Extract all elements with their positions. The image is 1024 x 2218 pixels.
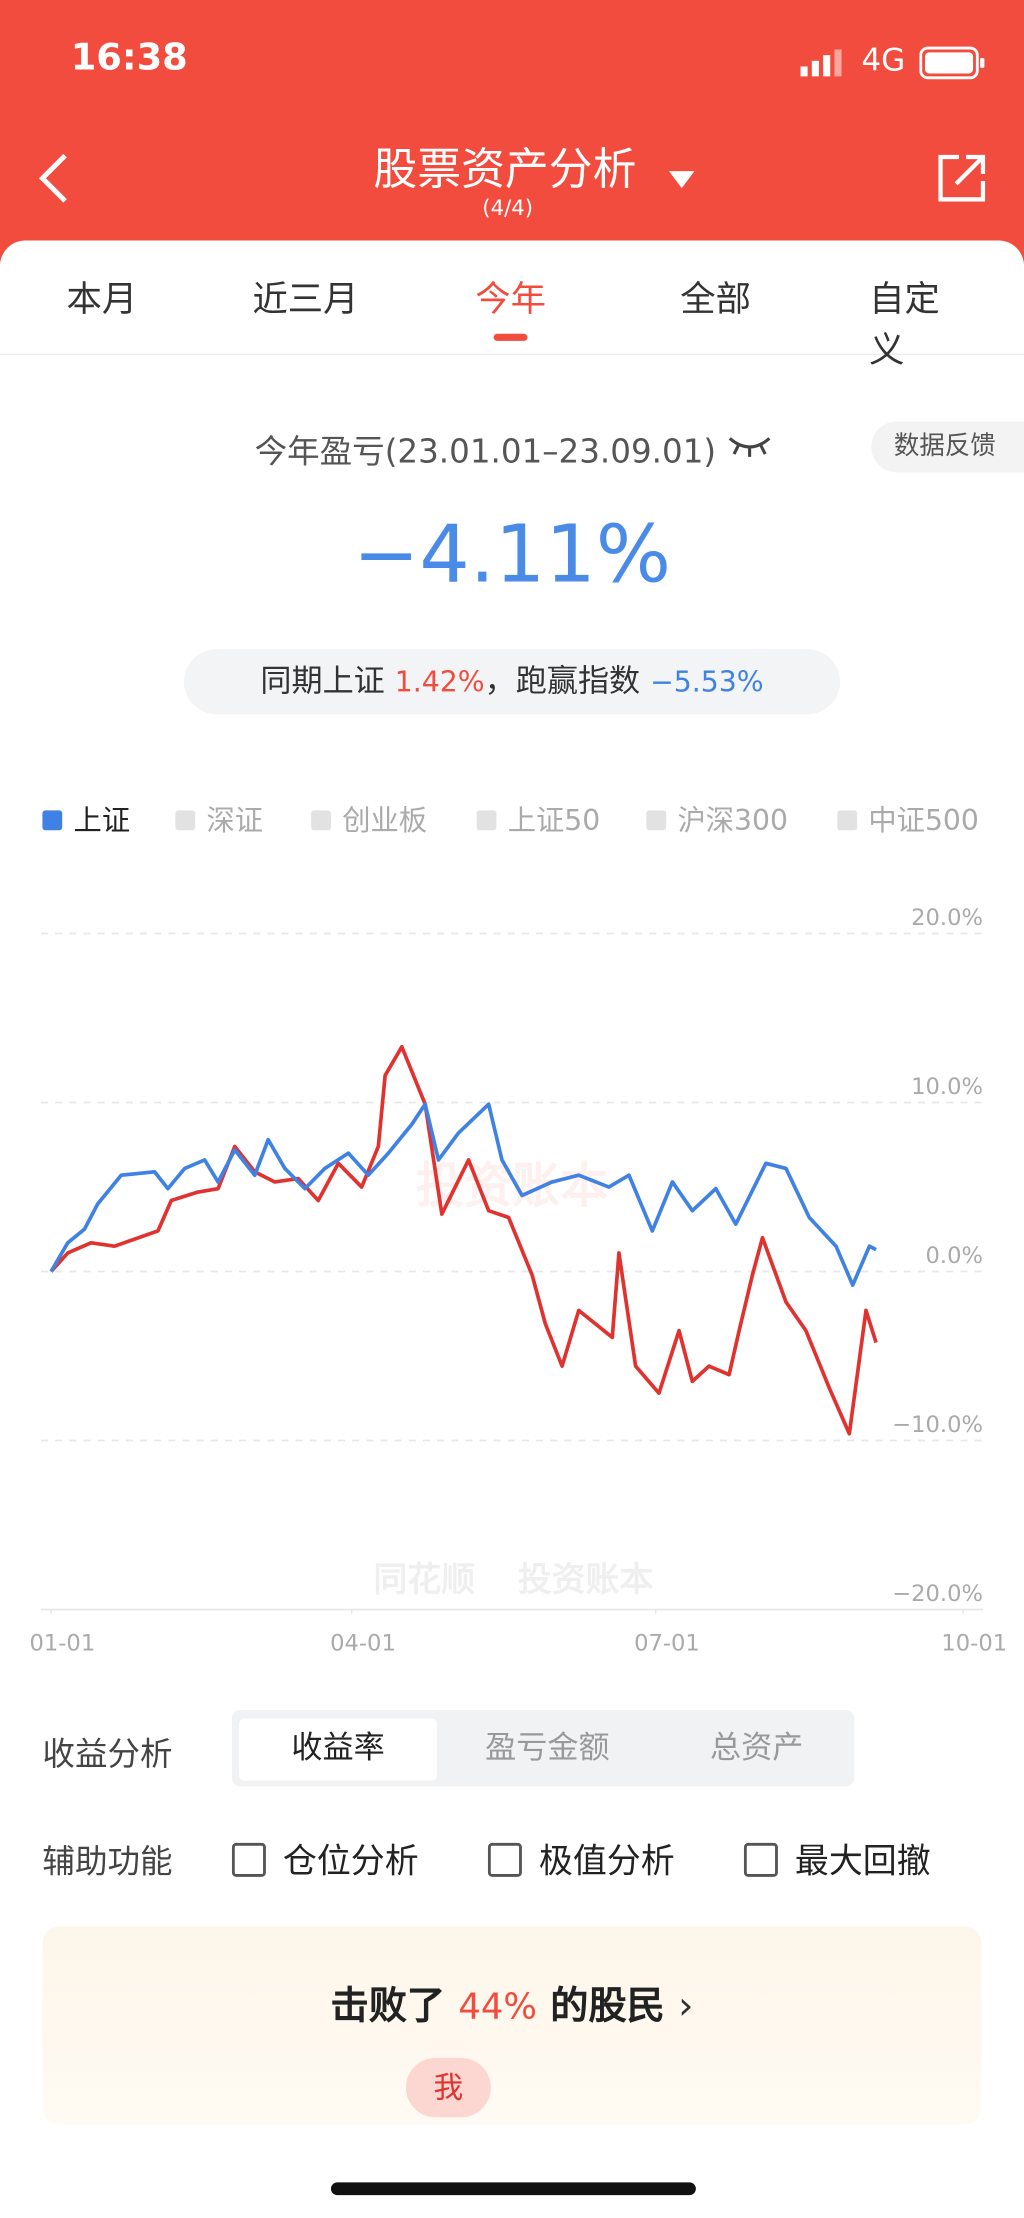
checkbox[interactable] <box>487 1842 522 1877</box>
series-line <box>49 1044 878 1436</box>
tab-underline <box>493 333 528 341</box>
benchmark-label: 同期上证 <box>260 664 385 701</box>
rank-text: 击败了 44% 的股民 › <box>330 1984 694 2029</box>
checkbox[interactable] <box>231 1842 266 1877</box>
network: 4G <box>861 43 906 80</box>
analysis-option[interactable]: 盈亏金额 <box>485 1731 610 1767</box>
tab[interactable]: 近三月 <box>252 278 359 320</box>
legend-swatch <box>646 810 667 831</box>
legend-swatch <box>476 810 497 831</box>
y-tick-label: 0.0% <box>926 1243 983 1269</box>
rank-suffix: 的股民 <box>550 1984 665 2029</box>
legend-label: 沪深300 <box>677 804 787 837</box>
y-tick-label: −20.0% <box>892 1581 983 1607</box>
watermark: 同花顺 <box>373 1560 475 1600</box>
analysis-option[interactable]: 总资产 <box>709 1731 804 1767</box>
excess-label: ，跑赢指数 <box>484 664 641 701</box>
rank-value: 44% <box>458 1985 537 2027</box>
watermark: 投资账本 <box>518 1560 654 1600</box>
checkbox[interactable] <box>743 1842 778 1877</box>
legend-swatch <box>311 810 331 831</box>
tool-option[interactable]: 极值分析 <box>487 1833 675 1883</box>
tab[interactable]: 自定义 <box>869 278 940 371</box>
y-tick-label: 20.0% <box>911 905 983 931</box>
benchmark-pill: 同期上证 1.42%，跑赢指数 −5.53% <box>183 649 841 715</box>
legend-label: 上证 <box>74 804 131 837</box>
analysis-label: 收益分析 <box>42 1736 173 1774</box>
legend-label: 深证 <box>206 804 263 837</box>
feedback-button[interactable]: 数据反馈 <box>871 421 1024 473</box>
signal-icon <box>800 49 842 77</box>
title-dropdown[interactable] <box>668 170 696 190</box>
tool-label: 最大回撤 <box>794 1841 931 1882</box>
tool-label: 仓位分析 <box>282 1841 419 1882</box>
benchmark-value: 1.42% <box>394 664 485 699</box>
x-tick-label: 07-01 <box>634 1631 700 1657</box>
tool-option[interactable]: 仓位分析 <box>231 1833 419 1883</box>
page-subtitle: (4/4) <box>482 195 534 221</box>
y-tick-label: −10.0% <box>892 1412 983 1438</box>
hide-icon[interactable] <box>727 433 772 458</box>
x-tick-label: 01-01 <box>30 1631 96 1657</box>
back-button[interactable] <box>34 150 76 207</box>
header-bg <box>0 0 1024 269</box>
tool-option[interactable]: 最大回撤 <box>743 1833 931 1883</box>
series-line <box>49 1102 877 1287</box>
tools-label: 辅助功能 <box>42 1844 173 1882</box>
x-tick-label: 10-01 <box>941 1631 1007 1657</box>
battery-icon <box>919 46 985 80</box>
y-tick-label: 10.0% <box>911 1074 983 1100</box>
status-time: 16:38 <box>70 36 188 80</box>
rank-card[interactable] <box>42 1926 982 2125</box>
me-badge: 我 <box>405 2057 491 2118</box>
x-tick-label: 04-01 <box>330 1631 396 1657</box>
legend-swatch <box>175 810 196 831</box>
legend-label: 创业板 <box>342 804 427 837</box>
rank-prefix: 击败了 <box>330 1984 446 2029</box>
legend-swatch <box>837 810 858 831</box>
analysis-option[interactable]: 收益率 <box>239 1718 438 1781</box>
legend-label: 中证500 <box>868 804 978 837</box>
share-button[interactable] <box>936 153 987 204</box>
tab[interactable]: 全部 <box>680 278 752 320</box>
legend-swatch <box>42 810 63 831</box>
tool-label: 极值分析 <box>538 1841 675 1882</box>
return-value: −4.11% <box>352 509 671 602</box>
tab[interactable]: 本月 <box>66 278 138 320</box>
period-label: 今年盈亏(23.01.01–23.09.01) <box>254 434 717 471</box>
legend-label: 上证50 <box>508 804 601 837</box>
excess-value: −5.53% <box>650 664 764 699</box>
home-indicator <box>330 2182 696 2196</box>
page-title[interactable]: 股票资产分析 <box>373 144 637 196</box>
tab[interactable]: 今年 <box>475 278 546 320</box>
